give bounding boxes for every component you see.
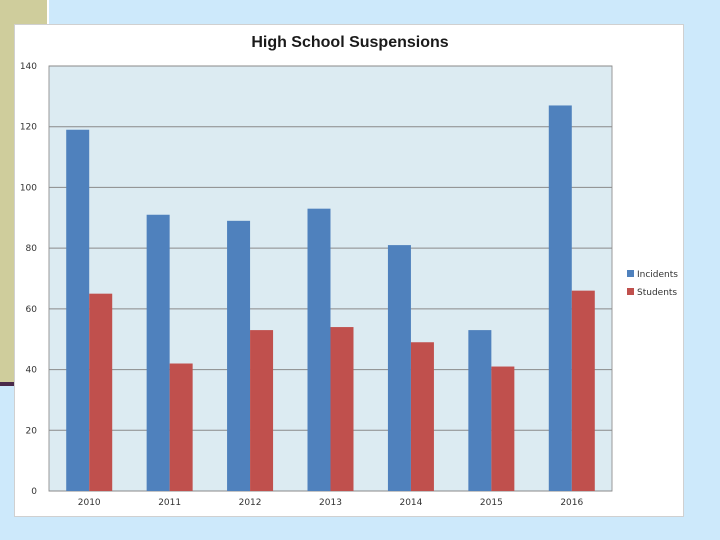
legend: Incidents Students	[627, 270, 678, 298]
x-tick-label: 2014	[399, 498, 422, 508]
bar-students-2015	[491, 366, 515, 491]
y-tick-label: 0	[31, 487, 37, 497]
x-tick-label: 2016	[560, 498, 583, 508]
bar-students-2010	[89, 293, 113, 491]
bar-students-2013	[330, 327, 354, 491]
legend-swatch-students	[627, 288, 634, 295]
y-tick-label: 100	[20, 183, 37, 193]
bar-incidents-2010	[66, 129, 90, 491]
legend-label-students: Students	[637, 288, 677, 298]
bar-students-2014	[410, 342, 434, 491]
bar-students-2012	[250, 330, 274, 491]
bars	[66, 105, 595, 492]
y-tick-label: 20	[26, 426, 38, 436]
x-axis-ticks: 2010 2011 2012 2013 2014 2015 2016	[78, 498, 584, 508]
y-tick-label: 40	[26, 366, 38, 376]
y-tick-label: 80	[26, 244, 38, 254]
bar-incidents-2011	[146, 214, 170, 491]
bar-incidents-2012	[227, 220, 251, 492]
legend-label-incidents: Incidents	[637, 270, 678, 280]
x-tick-label: 2013	[319, 498, 342, 508]
bar-students-2011	[169, 363, 193, 491]
chart-panel: High School Suspensions 0 20 40 60 80 100 120 1…	[14, 24, 684, 517]
y-tick-label: 140	[20, 62, 37, 72]
x-tick-label: 2015	[480, 498, 503, 508]
bar-incidents-2015	[468, 330, 492, 491]
chart-title: High School Suspensions	[251, 34, 449, 51]
x-tick-label: 2012	[239, 498, 262, 508]
y-tick-label: 60	[26, 305, 38, 315]
bar-incidents-2014	[387, 245, 411, 491]
y-tick-label: 120	[20, 123, 37, 133]
bar-students-2016	[571, 290, 595, 491]
x-tick-label: 2011	[158, 498, 181, 508]
legend-swatch-incidents	[627, 270, 634, 277]
y-axis-ticks: 0 20 40 60 80 100 120 140	[20, 62, 37, 497]
bar-incidents-2013	[307, 208, 331, 491]
x-tick-label: 2010	[78, 498, 101, 508]
bar-incidents-2016	[548, 105, 572, 491]
